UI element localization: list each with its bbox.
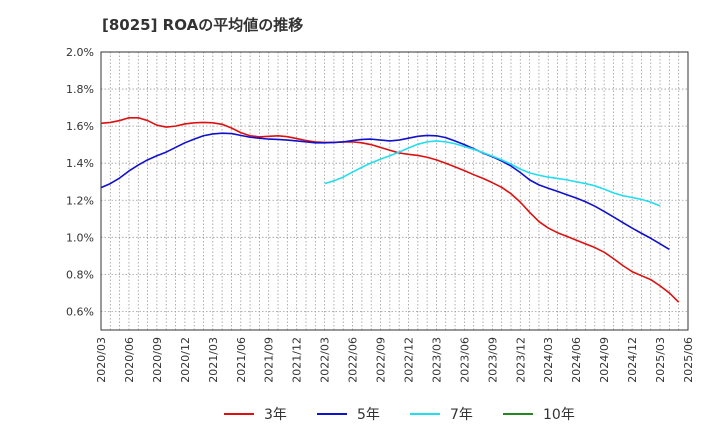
legend-item: 10年: [503, 407, 575, 423]
y-tick-label: 2.0%: [66, 46, 94, 59]
legend-label: 3年: [264, 407, 287, 423]
series-line: [100, 116, 680, 303]
x-tick-label: 2020/12: [179, 337, 192, 383]
x-tick-label: 2021/09: [263, 337, 276, 383]
legend-item: 7年: [410, 407, 473, 423]
x-tick-label: 2020/06: [123, 337, 136, 383]
plot-frame: [100, 51, 689, 331]
x-tick-label: 2023/06: [458, 337, 471, 383]
y-tick-label: 0.6%: [66, 305, 94, 318]
x-tick-label: 2023/09: [486, 337, 499, 383]
legend-label: 5年: [357, 407, 380, 423]
legend-label: 7年: [450, 407, 473, 423]
x-tick-label: 2022/03: [319, 337, 332, 383]
y-tick-label: 1.6%: [66, 120, 94, 133]
series-line: [100, 132, 670, 251]
y-tick-label: 1.8%: [66, 83, 94, 96]
x-tick-label: 2024/12: [626, 337, 639, 383]
chart-title: [8025] ROAの平均値の推移: [102, 16, 304, 34]
y-tick-label: 1.4%: [66, 157, 94, 170]
x-tick-label: 2020/09: [151, 337, 164, 383]
plot-area: [101, 52, 688, 330]
legend-item: 3年: [224, 407, 287, 423]
legend-label: 10年: [543, 407, 575, 423]
x-tick-label: 2022/09: [375, 337, 388, 383]
x-tick-label: 2022/06: [347, 337, 360, 383]
x-tick-label: 2024/06: [570, 337, 583, 383]
x-tick-label: 2023/12: [514, 337, 527, 383]
x-tick-label: 2021/06: [235, 337, 248, 383]
series-line: [324, 140, 661, 207]
x-tick-label: 2024/09: [598, 337, 611, 383]
y-tick-label: 1.2%: [66, 194, 94, 207]
x-tick-label: 2022/12: [402, 337, 415, 383]
legend-item: 5年: [317, 407, 380, 423]
y-tick-label: 1.0%: [66, 231, 94, 244]
x-tick-label: 2021/03: [207, 337, 220, 383]
x-tick-label: 2023/03: [430, 337, 443, 383]
x-tick-label: 2025/03: [654, 337, 667, 383]
x-tick-label: 2021/12: [291, 337, 304, 383]
x-tick-label: 2024/03: [542, 337, 555, 383]
y-tick-label: 0.8%: [66, 268, 94, 281]
x-tick-label: 2025/06: [682, 337, 695, 383]
x-tick-label: 2020/03: [95, 337, 108, 383]
